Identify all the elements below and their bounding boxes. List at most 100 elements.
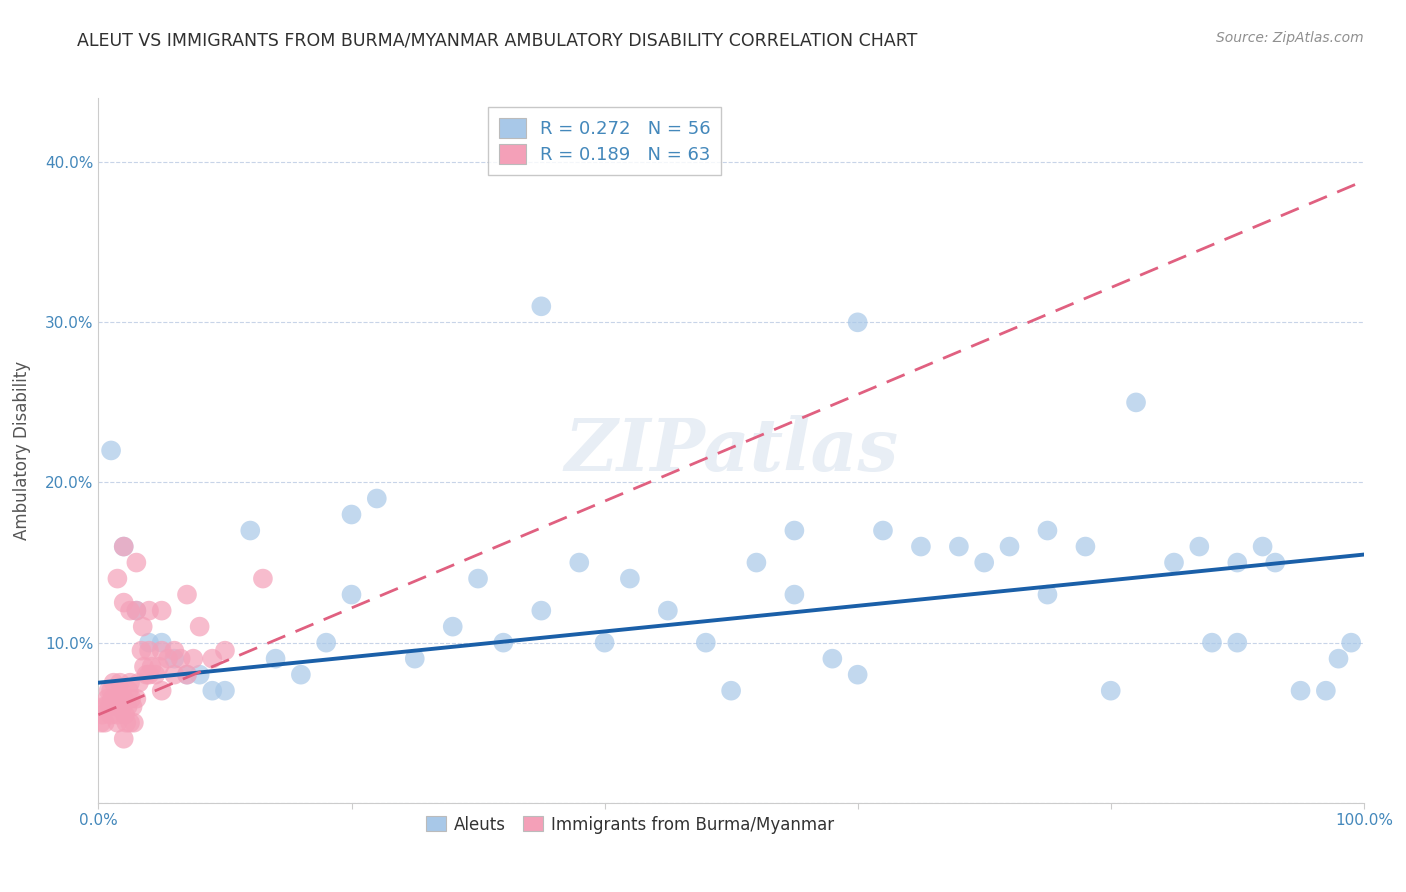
Point (90, 715, 112, 730)
Point (1188, 540, 1211, 554)
Point (264, 651, 287, 665)
Point (125, 691, 148, 706)
Point (1099, 683, 1122, 698)
Point (125, 556, 148, 570)
Point (619, 572, 641, 586)
Point (404, 651, 426, 665)
Point (112, 731, 135, 746)
Point (150, 683, 173, 698)
Point (593, 635, 616, 649)
Point (100, 707, 122, 722)
Point (340, 588, 363, 602)
Point (132, 659, 155, 673)
Point (94, 699, 117, 714)
Point (112, 540, 135, 554)
Point (846, 667, 869, 681)
Point (112, 691, 135, 706)
Point (1327, 651, 1350, 665)
Point (720, 683, 742, 698)
Point (163, 651, 186, 665)
Point (120, 675, 141, 690)
Point (107, 707, 129, 722)
Text: ZIPatlas: ZIPatlas (564, 415, 898, 486)
Point (128, 675, 150, 690)
Point (163, 643, 186, 657)
Point (188, 667, 211, 681)
Point (745, 556, 768, 570)
Point (138, 667, 160, 681)
Point (107, 715, 129, 730)
Point (1125, 395, 1147, 409)
Point (98, 699, 121, 714)
Point (101, 691, 124, 706)
Point (176, 588, 198, 602)
Point (1251, 540, 1274, 554)
Point (97, 683, 120, 698)
Point (1264, 556, 1286, 570)
Point (145, 667, 166, 681)
Point (120, 691, 142, 706)
Point (103, 675, 125, 690)
Point (91, 707, 114, 722)
Point (695, 635, 717, 649)
Point (141, 659, 163, 673)
Point (96, 691, 118, 706)
Point (135, 667, 157, 681)
Point (201, 651, 224, 665)
Point (125, 604, 148, 618)
Point (1201, 635, 1223, 649)
Y-axis label: Ambulatory Disability: Ambulatory Disability (13, 361, 31, 540)
Point (114, 707, 136, 722)
Point (183, 651, 205, 665)
Point (252, 572, 274, 586)
Point (150, 604, 173, 618)
Point (110, 683, 132, 698)
Text: ALEUT VS IMMIGRANTS FROM BURMA/MYANMAR AMBULATORY DISABILITY CORRELATION CHART: ALEUT VS IMMIGRANTS FROM BURMA/MYANMAR A… (77, 31, 918, 49)
Point (657, 604, 679, 618)
Point (1226, 635, 1249, 649)
Point (163, 667, 186, 681)
Point (120, 715, 141, 730)
Point (93, 699, 115, 714)
Point (118, 683, 141, 698)
Point (93, 715, 117, 730)
Point (122, 715, 145, 730)
Point (112, 596, 135, 610)
Point (138, 635, 160, 649)
Point (131, 643, 153, 657)
Point (108, 675, 131, 690)
Point (872, 524, 894, 538)
Point (138, 604, 160, 618)
Point (201, 683, 224, 698)
Point (530, 299, 553, 313)
Point (214, 643, 236, 657)
Point (138, 643, 160, 657)
Point (973, 556, 995, 570)
Point (125, 604, 148, 618)
Point (948, 540, 970, 554)
Point (492, 635, 515, 649)
Point (150, 643, 173, 657)
Point (176, 667, 198, 681)
Point (214, 683, 236, 698)
Point (107, 691, 129, 706)
Point (148, 659, 170, 673)
Point (1289, 683, 1312, 698)
Point (821, 651, 844, 665)
Point (441, 619, 464, 633)
Point (366, 491, 388, 506)
Point (150, 635, 173, 649)
Point (1226, 556, 1249, 570)
Point (1315, 683, 1337, 698)
Point (315, 635, 337, 649)
Point (290, 667, 312, 681)
Point (1163, 556, 1185, 570)
Point (132, 619, 155, 633)
Legend: Aleuts, Immigrants from Burma/Myanmar: Aleuts, Immigrants from Burma/Myanmar (419, 809, 841, 840)
Point (783, 588, 806, 602)
Point (1340, 635, 1362, 649)
Point (568, 556, 591, 570)
Point (910, 540, 932, 554)
Point (100, 443, 122, 458)
Point (107, 572, 129, 586)
